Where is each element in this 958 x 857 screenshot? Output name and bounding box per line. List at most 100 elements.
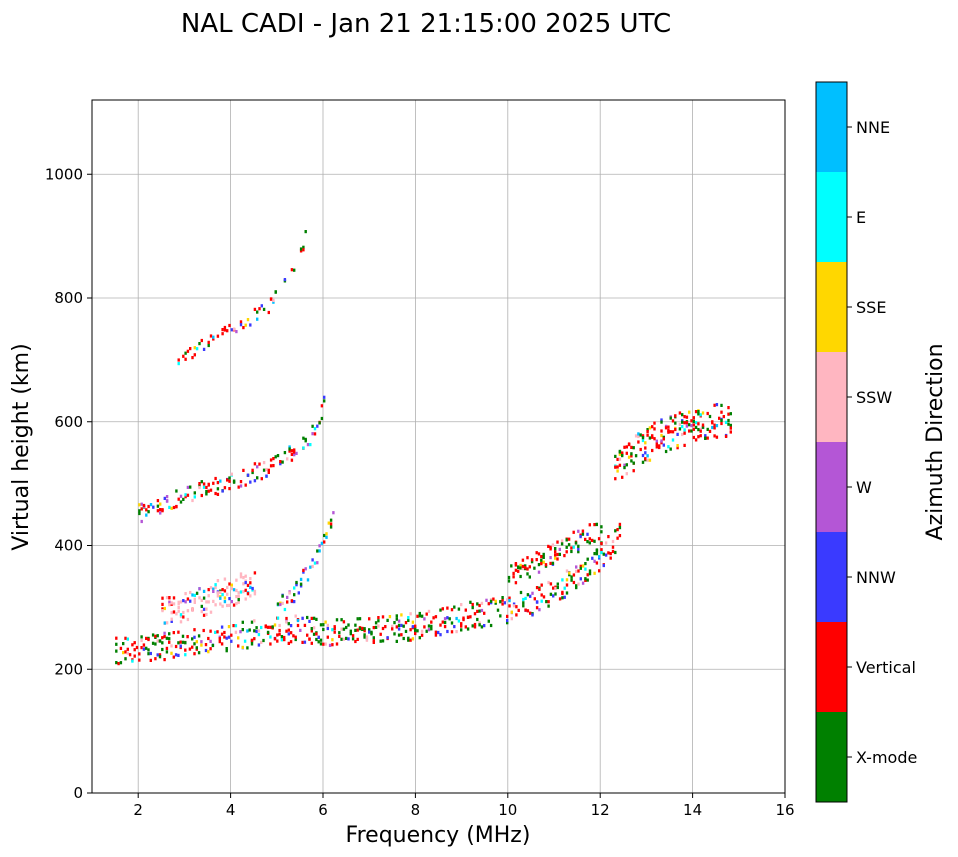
data-point xyxy=(258,307,261,311)
data-point xyxy=(214,476,217,481)
data-point xyxy=(660,433,663,438)
data-point xyxy=(172,596,176,600)
data-point xyxy=(584,567,587,571)
data-point xyxy=(379,632,382,636)
data-point xyxy=(198,484,201,488)
data-point xyxy=(324,642,327,646)
data-point xyxy=(323,540,326,544)
data-point xyxy=(154,642,157,646)
data-point xyxy=(572,573,576,577)
data-point xyxy=(411,625,415,629)
data-point xyxy=(214,603,217,607)
data-point xyxy=(230,639,233,643)
data-point xyxy=(179,500,183,504)
data-point xyxy=(577,582,580,586)
data-point xyxy=(637,434,640,439)
data-point xyxy=(253,619,256,623)
data-point xyxy=(232,603,236,607)
data-point xyxy=(579,535,582,539)
data-point xyxy=(455,616,458,621)
data-point xyxy=(678,427,682,431)
data-point xyxy=(616,528,619,532)
data-point xyxy=(234,624,238,628)
data-point xyxy=(457,619,461,623)
data-point xyxy=(308,637,311,641)
data-point xyxy=(416,629,419,633)
data-point xyxy=(262,307,266,311)
data-point xyxy=(692,423,695,427)
data-point xyxy=(304,567,307,571)
data-point xyxy=(423,625,426,629)
data-point xyxy=(230,328,233,332)
data-point xyxy=(639,433,642,437)
data-point xyxy=(708,414,712,419)
data-point xyxy=(418,614,421,618)
data-point xyxy=(598,569,601,573)
data-point xyxy=(574,541,578,545)
data-point xyxy=(310,616,313,620)
data-point xyxy=(312,632,316,636)
data-point xyxy=(309,565,312,569)
data-point xyxy=(404,621,408,625)
data-point xyxy=(186,635,189,639)
data-point xyxy=(184,493,187,497)
data-point xyxy=(260,625,263,630)
data-point xyxy=(614,454,617,458)
data-point xyxy=(683,421,686,425)
data-point xyxy=(627,442,631,446)
colorbar-segment xyxy=(816,712,847,802)
data-point xyxy=(126,647,129,651)
data-point xyxy=(216,481,220,485)
data-point xyxy=(324,620,327,624)
data-point xyxy=(161,609,164,613)
data-point xyxy=(309,443,312,447)
data-point xyxy=(186,597,190,601)
data-point xyxy=(138,503,141,507)
data-point xyxy=(223,325,227,330)
data-point xyxy=(681,432,684,437)
data-point xyxy=(340,637,343,641)
data-point xyxy=(301,616,304,620)
data-point xyxy=(322,627,325,632)
data-point xyxy=(641,438,645,443)
data-point xyxy=(207,600,210,604)
data-point xyxy=(315,617,318,621)
data-point xyxy=(618,534,622,538)
data-point xyxy=(551,543,555,547)
y-tick-label: 400 xyxy=(54,537,83,555)
data-point xyxy=(253,592,257,596)
data-point xyxy=(685,415,689,419)
data-point xyxy=(528,565,531,569)
data-point xyxy=(271,625,274,629)
data-point xyxy=(644,446,647,450)
data-point xyxy=(273,623,277,627)
data-point xyxy=(662,443,665,447)
data-point xyxy=(572,580,576,585)
data-point xyxy=(713,434,716,438)
data-point xyxy=(156,509,160,513)
data-point xyxy=(600,542,603,546)
data-point xyxy=(225,647,228,651)
data-point xyxy=(315,637,318,642)
data-point xyxy=(184,495,187,499)
data-point xyxy=(237,594,240,598)
data-point xyxy=(156,634,159,638)
data-point xyxy=(508,596,511,600)
data-point xyxy=(250,620,254,624)
data-point xyxy=(549,556,552,560)
data-point xyxy=(462,616,465,620)
data-point xyxy=(524,566,527,570)
data-point xyxy=(395,639,398,643)
data-point xyxy=(214,583,217,587)
data-point xyxy=(565,545,568,549)
data-point xyxy=(540,555,543,559)
data-point xyxy=(212,587,215,591)
data-point xyxy=(715,435,719,439)
data-point xyxy=(207,594,210,598)
data-point xyxy=(333,630,336,634)
data-point xyxy=(692,416,695,420)
data-point xyxy=(283,635,286,640)
data-point xyxy=(342,620,346,624)
data-point xyxy=(286,595,289,599)
data-point xyxy=(244,588,247,592)
